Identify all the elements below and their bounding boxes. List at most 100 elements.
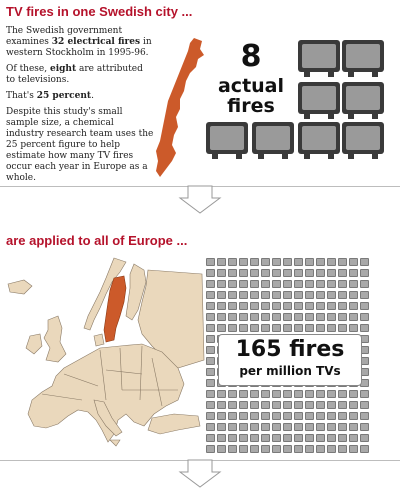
tv-grid-cell <box>239 324 248 332</box>
tv-grid-cell <box>305 390 314 398</box>
tv-grid-cell <box>294 302 303 310</box>
tv-grid-cell <box>250 423 259 431</box>
tv-grid-cell <box>239 423 248 431</box>
tv-grid-cell <box>283 412 292 420</box>
tv-grid-cell <box>261 269 270 277</box>
tv-grid-cell <box>283 269 292 277</box>
tv-grid-cell <box>272 302 281 310</box>
tv-icon <box>298 122 340 160</box>
tv-grid-cell <box>327 291 336 299</box>
tv-grid-cell <box>250 313 259 321</box>
tv-grid-cell <box>316 291 325 299</box>
tv-grid-cell <box>327 401 336 409</box>
tv-grid-cell <box>228 434 237 442</box>
tv-grid-cell <box>294 313 303 321</box>
tv-grid-cell <box>228 302 237 310</box>
tv-grid-cell <box>261 412 270 420</box>
tv-grid-cell <box>261 313 270 321</box>
tv-grid-cell <box>250 445 259 453</box>
tv-grid-cell <box>338 269 347 277</box>
tv-grid-cell <box>261 291 270 299</box>
tv-grid-cell <box>206 280 215 288</box>
tv-grid-cell <box>261 324 270 332</box>
tv-grid-cell <box>283 258 292 266</box>
tv-grid-cell <box>217 423 226 431</box>
callout-line1: 165 fires <box>219 337 361 363</box>
tv-grid-cell <box>338 445 347 453</box>
tv-grid-cell <box>239 291 248 299</box>
tv-grid-cell <box>327 269 336 277</box>
p2-text-a: Of these, <box>6 64 50 74</box>
tv-grid-cell <box>283 423 292 431</box>
tv-grid-cell <box>228 412 237 420</box>
tv-grid-cell <box>349 401 358 409</box>
tv-grid-cell <box>294 434 303 442</box>
tv-grid-cell <box>349 313 358 321</box>
tv-grid-cell <box>272 269 281 277</box>
tv-grid-cell <box>239 313 248 321</box>
tv-grid-cell <box>349 291 358 299</box>
tv-grid-cell <box>338 401 347 409</box>
tv-grid-cell <box>228 291 237 299</box>
tv-grid-cell <box>294 401 303 409</box>
tv-grid-cell <box>327 423 336 431</box>
tv-grid-cell <box>327 412 336 420</box>
tv-icon <box>298 82 340 120</box>
tv-grid-cell <box>228 258 237 266</box>
tv-grid-cell <box>206 445 215 453</box>
tv-grid-cell <box>261 423 270 431</box>
big-label-line2: fires <box>210 96 292 116</box>
tv-grid-cell <box>206 324 215 332</box>
tv-grid-cell <box>338 280 347 288</box>
tv-grid-cell <box>261 302 270 310</box>
tv-grid-cell <box>217 412 226 420</box>
tv-grid-cell <box>305 412 314 420</box>
tv-grid-cell <box>316 258 325 266</box>
tv-grid-cell <box>316 269 325 277</box>
tv-grid-cell <box>338 313 347 321</box>
tv-grid-cell <box>217 390 226 398</box>
p3-text-c: . <box>91 91 94 101</box>
tv-grid-cell <box>206 368 215 376</box>
tv-grid-cell <box>261 258 270 266</box>
tv-grid-cell <box>217 291 226 299</box>
tv-grid-cell <box>217 313 226 321</box>
tv-grid-cell <box>272 423 281 431</box>
tv-grid-cell <box>305 302 314 310</box>
tv-grid-cell <box>272 258 281 266</box>
tv-grid-cell <box>349 302 358 310</box>
tv-grid-cell <box>349 390 358 398</box>
tv-grid-cell <box>217 445 226 453</box>
tv-grid-cell <box>206 291 215 299</box>
tv-grid-cell <box>349 423 358 431</box>
tv-grid-cell <box>305 291 314 299</box>
callout-line2: per million TVs <box>219 363 361 379</box>
tv-grid-cell <box>305 324 314 332</box>
tv-grid-cell <box>261 401 270 409</box>
tv-icon <box>206 122 248 160</box>
tv-grid-cell <box>272 291 281 299</box>
tv-grid-cell <box>349 445 358 453</box>
tv-grid-cell <box>272 324 281 332</box>
tv-grid-cell <box>206 379 215 387</box>
tv-grid-cell <box>228 269 237 277</box>
tv-grid-cell <box>206 302 215 310</box>
tv-grid-cell <box>283 434 292 442</box>
tv-grid-cell <box>217 401 226 409</box>
p2-text-bold: eight <box>50 64 76 74</box>
section1-body: The Swedish government examines 32 elect… <box>6 26 154 189</box>
tv-grid-cell <box>316 313 325 321</box>
tv-grid-cell <box>360 258 369 266</box>
tv-grid-cell <box>294 269 303 277</box>
tv-grid-cell <box>250 258 259 266</box>
tv-grid-cell <box>250 401 259 409</box>
tv-grid-cell <box>294 280 303 288</box>
section1-title: TV fires in one Swedish city ... <box>6 4 192 19</box>
tv-grid-cell <box>316 324 325 332</box>
tv-grid-cell <box>283 390 292 398</box>
tv-grid-cell <box>360 313 369 321</box>
tv-grid-cell <box>305 445 314 453</box>
tv-grid-cell <box>327 313 336 321</box>
big-label: actual fires <box>210 76 292 116</box>
tv-grid-cell <box>349 324 358 332</box>
